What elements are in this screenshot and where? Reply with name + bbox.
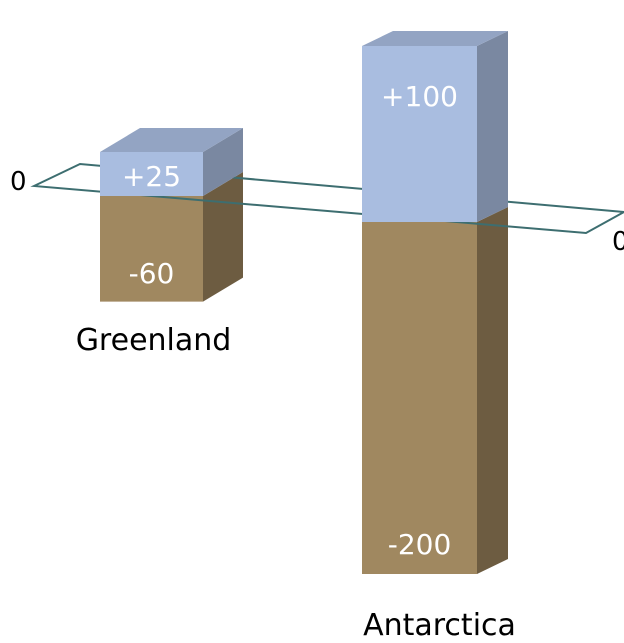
bar-antarctica-positive-side xyxy=(477,31,508,222)
data-label-greenland-negative: -60 xyxy=(129,257,175,290)
bars-front-layer xyxy=(100,31,508,222)
bars-back-layer xyxy=(100,172,508,574)
bar-antarctica-negative-front xyxy=(362,222,477,574)
labels-layer: +25 -60 Greenland +100 -200 Antarctica xyxy=(76,80,516,643)
bar-antarctica-positive-top xyxy=(362,31,508,46)
bar-greenland-positive-top xyxy=(100,128,243,152)
bar-greenland-positive-front xyxy=(100,152,203,196)
bar-greenland-negative-side xyxy=(203,172,243,302)
bar-greenland-negative-front xyxy=(100,196,203,302)
data-label-antarctica-negative: -200 xyxy=(388,528,452,561)
baseline-left-label: 0 xyxy=(10,167,27,197)
bar-antarctica-positive-front xyxy=(362,46,477,222)
category-label-antarctica: Antarctica xyxy=(363,608,516,643)
bar-antarctica-negative-side xyxy=(477,207,508,574)
data-label-antarctica-positive: +100 xyxy=(381,80,458,113)
bar-greenland-positive-side xyxy=(203,128,243,196)
baseline-right-label: 0 xyxy=(612,227,624,257)
data-label-greenland-positive: +25 xyxy=(122,160,181,193)
category-label-greenland: Greenland xyxy=(76,323,232,358)
